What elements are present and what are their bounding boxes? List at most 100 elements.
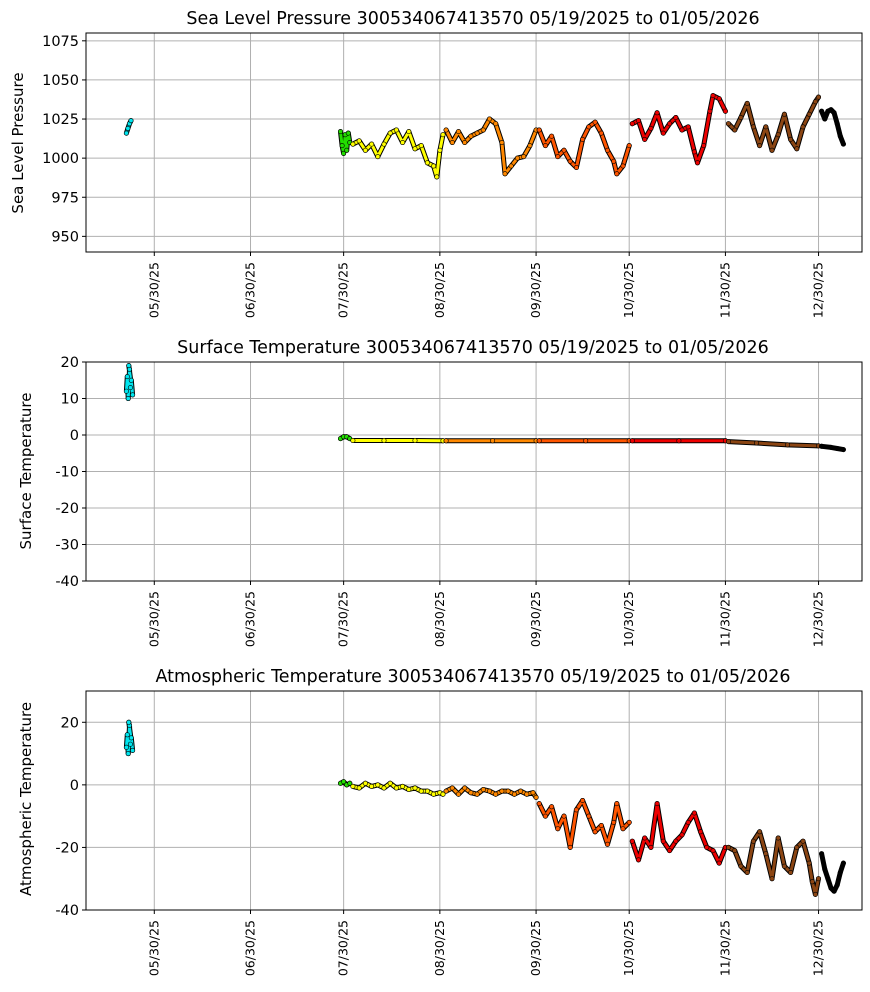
data-point [344,147,350,153]
data-point [493,791,499,797]
data-point [679,127,685,133]
data-point [418,143,424,149]
series-line [820,444,845,452]
data-point [763,124,769,130]
series-aug [350,127,446,180]
data-point [381,437,387,443]
data-point [542,813,548,819]
data-point [130,392,136,398]
series-may [123,719,136,757]
series-dec [725,94,821,153]
y-tick-label: -30 [55,538,79,554]
data-point [642,835,648,841]
data-point [583,438,589,444]
data-point [837,133,843,139]
data-point [691,149,697,155]
data-point [449,785,455,791]
data-point [123,130,129,136]
data-point [725,844,731,850]
data-point [834,445,840,451]
series-aug [350,437,446,444]
data-point [123,744,129,750]
data-point [530,790,536,796]
data-point [744,100,750,106]
data-point [828,444,834,450]
data-point [707,108,713,114]
data-point [837,869,843,875]
data-point [434,174,440,180]
data-point [527,143,533,149]
x-tick-label: 08/30/25 [432,920,447,976]
data-point [387,780,393,786]
x-tick-label: 06/30/25 [243,920,258,976]
data-point [455,791,461,797]
data-point [128,118,134,124]
data-point [611,819,617,825]
x-tick-label: 12/30/25 [811,920,826,976]
data-point [455,129,461,135]
series-dec [725,439,821,449]
series-jan [819,851,846,894]
series-dec [725,829,821,897]
data-point [462,140,468,146]
data-point [809,879,815,885]
plot-frame [85,32,863,253]
data-point [710,848,716,854]
y-tick-label: -40 [55,574,79,590]
series-jul [337,434,353,442]
data-point [499,788,505,794]
series-oct-end [629,801,728,866]
axes: -40 -20 0 20 05/30/25 06/30/25 07/30/25 08/30/2… [55,690,863,976]
plot-frame [85,361,863,582]
data-point [125,751,131,757]
grid-lines [86,33,862,252]
data-point [128,735,134,741]
y-tick-label: 975 [51,190,79,206]
data-point [474,130,480,136]
data-point [648,125,654,131]
data-point [586,124,592,130]
data-point [555,154,561,160]
y-tick-label: -10 [55,465,79,481]
data-point [393,127,399,133]
data-point [812,99,818,105]
data-point [620,163,626,169]
data-point [604,841,610,847]
data-point [710,93,716,99]
series-oct [536,438,632,444]
data-point [598,822,604,828]
data-point [123,388,129,394]
data-point [732,127,738,133]
series-jan [819,443,846,453]
data-point [654,110,660,116]
data-point [822,116,828,122]
data-point [815,94,821,100]
axes: 950 975 1000 1025 1050 1075 05/30/25 06/30/25 07… [42,32,863,318]
series-jul [337,129,353,156]
data-point [834,882,840,888]
data-point [819,851,825,857]
data-point [667,848,673,854]
data-point [474,791,480,797]
data-point [819,443,825,449]
data-point [443,438,449,444]
data-point [573,165,579,171]
data-point [381,141,387,147]
data-point [514,155,520,161]
data-point [673,115,679,121]
axes: -40 -30 -20 -10 0 10 20 05/30/25 06/30/25 07/30/2… [55,355,863,647]
surface-temperature-panel: Surface Temperature 300534067413570 05/1… [17,338,863,647]
data-point [362,147,368,153]
data-point [750,124,756,130]
y-tick-label: 20 [61,715,79,731]
data-point [356,138,362,144]
y-axis-label: Atmospheric Temperature [17,702,35,896]
data-point [825,876,831,882]
x-tick-label: 09/30/25 [528,591,543,647]
data-point [440,132,446,138]
data-point [521,154,527,160]
data-point [499,140,505,146]
data-point [831,110,837,116]
data-point [831,888,837,894]
sea-level-pressure-panel: Sea Level Pressure 300534067413570 05/19… [9,9,863,318]
